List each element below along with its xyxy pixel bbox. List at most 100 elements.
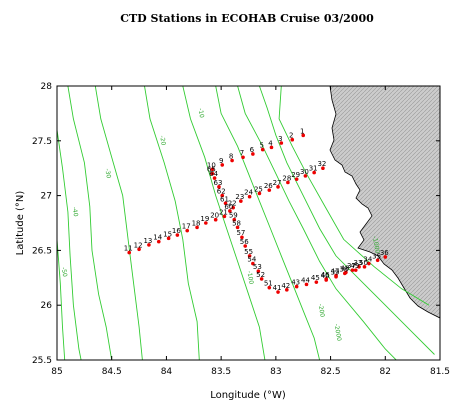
contour-labels: -10 -20 -30 -40 -50 -100 -200 -1000 -2000 [60, 108, 381, 342]
station-label: 43 [291, 279, 300, 287]
station-label: 23 [235, 193, 244, 201]
station-label: 55 [244, 248, 253, 256]
isobath-line [258, 86, 435, 355]
isobath-line [94, 86, 143, 360]
bathymetry-contours [57, 86, 435, 360]
station-marker [267, 188, 272, 192]
isobath-line [215, 86, 321, 360]
x-tick-label: 85 [51, 367, 62, 377]
station-label: 3 [278, 135, 282, 143]
station-marker [353, 268, 358, 272]
station-label: 9 [219, 157, 223, 165]
contour-depth-label: -1000 [371, 235, 381, 254]
station-marker [220, 163, 225, 167]
florida-coastline-land [329, 86, 440, 319]
station-marker [212, 176, 217, 180]
isobath-line [182, 86, 266, 360]
station-marker [301, 133, 306, 138]
station-label: 63 [213, 179, 222, 187]
station-label: 29 [291, 171, 300, 179]
y-tick-label: 25.5 [32, 356, 52, 366]
station-label: 62 [217, 188, 226, 196]
station-label: 7 [240, 149, 244, 157]
station-marker [137, 247, 141, 252]
station-label: 16 [172, 227, 181, 235]
station-marker [147, 243, 151, 247]
station-label: 61 [220, 195, 229, 203]
station-marker [312, 170, 316, 175]
station-marker [247, 194, 252, 199]
station-label: 42 [281, 282, 290, 290]
station-label: 21 [219, 208, 228, 216]
station-label: 6 [250, 146, 255, 154]
station-marker [220, 193, 225, 198]
station-marker [210, 167, 215, 172]
station-marker [350, 268, 355, 272]
station-marker [334, 273, 338, 278]
station-marker [269, 145, 274, 150]
station-marker [357, 265, 361, 269]
station-marker [294, 284, 299, 289]
station-label: 14 [153, 234, 162, 242]
station-label: 20 [210, 212, 219, 220]
isobath-line [57, 129, 82, 360]
plot-frame [56, 85, 441, 361]
station-marker [276, 290, 280, 294]
station-label: 12 [134, 241, 143, 249]
station-label: 44 [301, 276, 310, 284]
station-marker [276, 185, 280, 189]
station-label: 5 [259, 142, 263, 150]
isobath-line [278, 86, 430, 306]
y-axis-ticks: 25.5 26 26.5 27 27.5 28 [32, 82, 440, 366]
station-label: 33 [354, 259, 363, 267]
station-marker [241, 155, 245, 160]
station-label: 4 [268, 139, 273, 147]
station-label: 36 [380, 249, 389, 257]
station-marker [251, 152, 255, 156]
y-tick-label: 27.5 [32, 137, 52, 147]
station-marker [127, 250, 132, 255]
station-marker [239, 199, 243, 203]
station-label: 49 [350, 262, 359, 270]
station-label: 53 [253, 263, 262, 271]
station-label: 35 [372, 252, 381, 260]
station-marker [213, 217, 218, 222]
y-axis-label: Latitude (°N) [15, 191, 26, 256]
station-marker [321, 166, 325, 170]
station-marker [304, 282, 309, 287]
station-label: 40 [321, 272, 330, 280]
station-marker [166, 236, 171, 241]
station-label: 25 [254, 185, 263, 193]
y-tick-label: 28 [41, 82, 53, 92]
station-label: 11 [124, 245, 133, 253]
contour-depth-label: -100 [245, 270, 254, 285]
station-label: 13 [143, 237, 152, 245]
station-marker [210, 171, 215, 176]
station-marker [375, 258, 380, 263]
x-tick-label: 83 [270, 367, 281, 377]
y-tick-label: 26.5 [32, 246, 52, 256]
station-label: 51 [264, 280, 273, 288]
station-marker [285, 288, 289, 292]
contour-depth-label: -10 [196, 108, 205, 119]
isobath-line [237, 86, 397, 360]
station-marker [251, 261, 255, 266]
y-tick-label: 27 [41, 192, 52, 202]
station-label: 52 [256, 271, 265, 279]
station-label: 10 [207, 161, 216, 169]
station-marker [286, 180, 290, 185]
station-marker [267, 285, 272, 290]
station-label: 47 [331, 268, 340, 276]
station-marker [175, 233, 180, 237]
station-marker [230, 158, 234, 163]
station-marker [290, 137, 295, 142]
station-label: 65 [207, 166, 216, 174]
station-label: 50 [359, 259, 368, 267]
isobath-line [144, 86, 200, 360]
y-tick-label: 26 [41, 301, 53, 311]
contour-depth-label: -20 [158, 135, 167, 146]
x-tick-label: 82.5 [321, 367, 341, 377]
station-marker [243, 244, 248, 248]
station-marker [235, 225, 240, 230]
